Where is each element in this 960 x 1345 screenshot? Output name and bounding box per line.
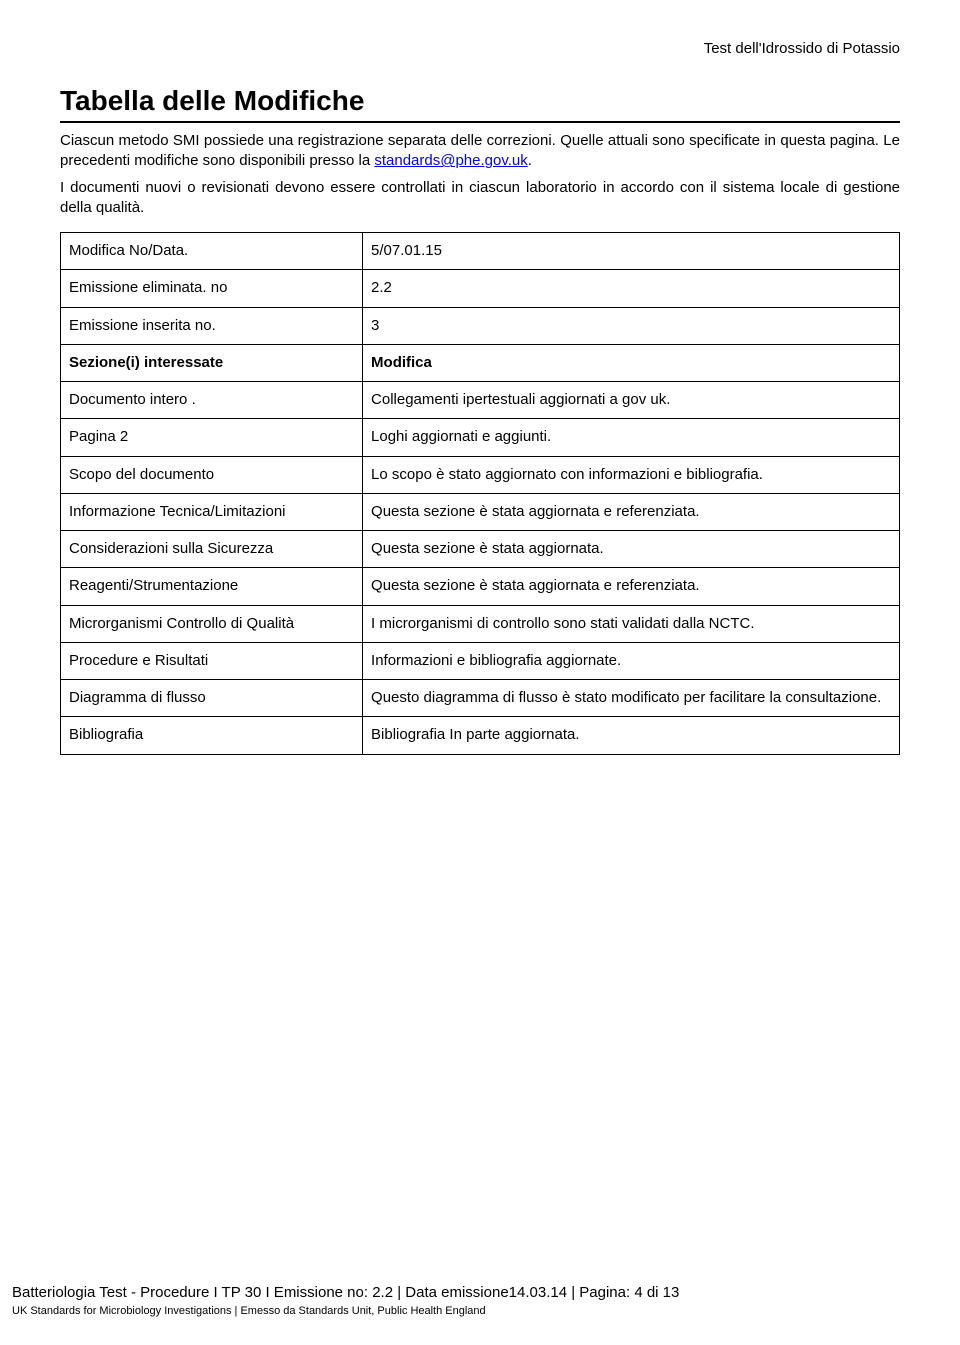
table-row: Emissione inserita no.3: [61, 307, 900, 344]
table-row: Emissione eliminata. no2.2: [61, 270, 900, 307]
table-row: Modifica No/Data.5/07.01.15: [61, 233, 900, 270]
table-cell-right: Questa sezione è stata aggiornata.: [363, 531, 900, 568]
table-cell-left: Pagina 2: [61, 419, 363, 456]
table-row: Pagina 2Loghi aggiornati e aggiunti.: [61, 419, 900, 456]
table-cell-right: Collegamenti ipertestuali aggiornati a g…: [363, 382, 900, 419]
table-cell-left: Considerazioni sulla Sicurezza: [61, 531, 363, 568]
document-subject-header: Test dell'Idrossido di Potassio: [60, 40, 900, 57]
title-underline: [60, 121, 900, 123]
table-row: Reagenti/StrumentazioneQuesta sezione è …: [61, 568, 900, 605]
table-cell-right: Lo scopo è stato aggiornato con informaz…: [363, 456, 900, 493]
table-cell-right: Bibliografia In parte aggiornata.: [363, 717, 900, 754]
intro-paragraph-2: I documenti nuovi o revisionati devono e…: [60, 178, 900, 219]
table-cell-left: Procedure e Risultati: [61, 642, 363, 679]
table-cell-left: Microrganismi Controllo di Qualità: [61, 605, 363, 642]
table-row: Scopo del documentoLo scopo è stato aggi…: [61, 456, 900, 493]
table-row: Microrganismi Controllo di QualitàI micr…: [61, 605, 900, 642]
table-cell-right: Questa sezione è stata aggiornata e refe…: [363, 568, 900, 605]
table-cell-right: Questo diagramma di flusso è stato modif…: [363, 680, 900, 717]
table-cell-left: Diagramma di flusso: [61, 680, 363, 717]
table-cell-left: Emissione inserita no.: [61, 307, 363, 344]
intro-paragraph-1: Ciascun metodo SMI possiede una registra…: [60, 131, 900, 172]
table-cell-left: Reagenti/Strumentazione: [61, 568, 363, 605]
table-cell-left: Scopo del documento: [61, 456, 363, 493]
table-row: Sezione(i) interessateModifica: [61, 344, 900, 381]
table-row: Documento intero .Collegamenti ipertestu…: [61, 382, 900, 419]
table-row: Procedure e RisultatiInformazioni e bibl…: [61, 642, 900, 679]
intro-text-part2: .: [528, 152, 532, 169]
standards-email-link[interactable]: standards@phe.gov.uk: [374, 152, 527, 169]
table-cell-left: Emissione eliminata. no: [61, 270, 363, 307]
table-cell-right: 2.2: [363, 270, 900, 307]
page-footer: Batteriologia Test - Procedure I TP 30 I…: [0, 1284, 960, 1317]
table-cell-left: Informazione Tecnica/Limitazioni: [61, 493, 363, 530]
table-row: BibliografiaBibliografia In parte aggior…: [61, 717, 900, 754]
table-cell-right: I microrganismi di controllo sono stati …: [363, 605, 900, 642]
footer-line-1: Batteriologia Test - Procedure I TP 30 I…: [8, 1284, 944, 1301]
table-cell-left: Modifica No/Data.: [61, 233, 363, 270]
table-cell-right: 3: [363, 307, 900, 344]
table-cell-right: Informazioni e bibliografia aggiornate.: [363, 642, 900, 679]
table-cell-right: Loghi aggiornati e aggiunti.: [363, 419, 900, 456]
table-cell-left: Documento intero .: [61, 382, 363, 419]
table-cell-right: Modifica: [363, 344, 900, 381]
table-row: Diagramma di flussoQuesto diagramma di f…: [61, 680, 900, 717]
table-cell-left: Sezione(i) interessate: [61, 344, 363, 381]
table-row: Informazione Tecnica/LimitazioniQuesta s…: [61, 493, 900, 530]
amendments-table: Modifica No/Data.5/07.01.15Emissione eli…: [60, 232, 900, 755]
table-cell-left: Bibliografia: [61, 717, 363, 754]
table-cell-right: 5/07.01.15: [363, 233, 900, 270]
table-cell-right: Questa sezione è stata aggiornata e refe…: [363, 493, 900, 530]
table-row: Considerazioni sulla SicurezzaQuesta sez…: [61, 531, 900, 568]
page-title: Tabella delle Modifiche: [60, 85, 900, 117]
footer-line-2: UK Standards for Microbiology Investigat…: [8, 1305, 944, 1317]
